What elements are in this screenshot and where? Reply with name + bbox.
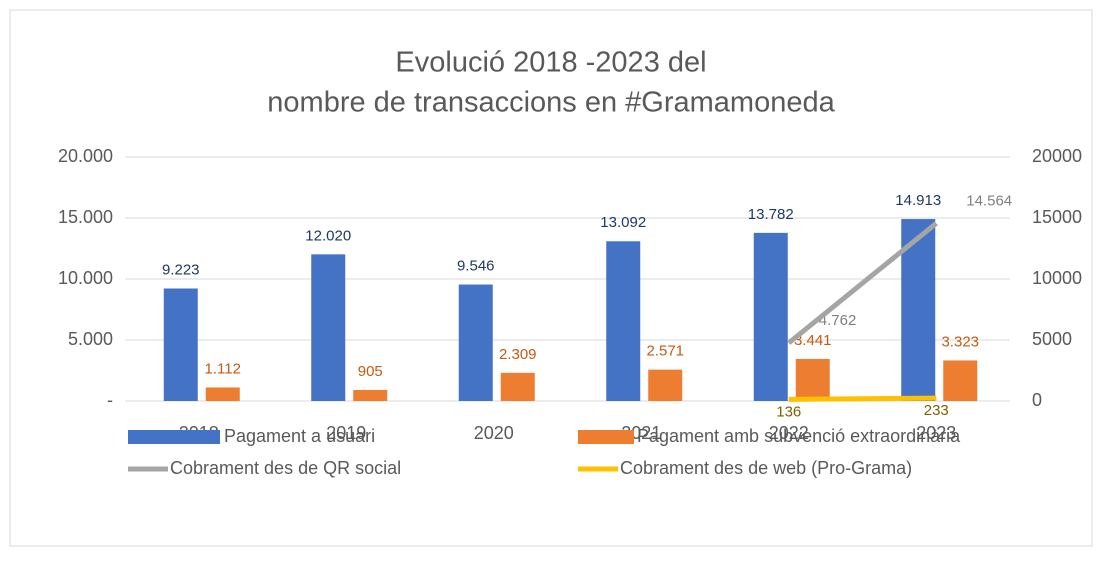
legend-label: Pagament amb subvenció extraordinària (637, 426, 961, 446)
bar (353, 389, 388, 401)
bar (205, 387, 240, 401)
data-label: 13.782 (748, 206, 794, 223)
data-label: 3.323 (941, 333, 979, 350)
y-tick-label: 15.000 (58, 207, 113, 227)
x-tick-label: 2022 (769, 423, 809, 443)
bar (458, 284, 493, 401)
legend-label: Pagament a usuari (224, 426, 375, 446)
data-label: 14.564 (966, 192, 1012, 209)
legend-label: Cobrament des de QR social (170, 458, 401, 478)
x-tick-label: 2020 (474, 423, 514, 443)
legend-label: Cobrament des de web (Pro-Grama) (620, 458, 912, 478)
data-label: 9.223 (162, 261, 200, 278)
data-label: 13.092 (600, 214, 646, 231)
data-label: 1.112 (205, 360, 241, 377)
data-label: 2.571 (646, 343, 684, 360)
y2-tick-label: 0 (1032, 390, 1042, 410)
data-label: 4.762 (819, 312, 857, 329)
x-tick-label: 2023 (916, 423, 956, 443)
bar (311, 254, 346, 401)
data-label: 14.913 (895, 192, 941, 209)
bar (500, 372, 535, 401)
data-label: 233 (924, 402, 949, 419)
y2-tick-label: 5000 (1032, 329, 1072, 349)
y-tick-label: 10.000 (58, 268, 113, 288)
data-label: 2.309 (499, 346, 537, 363)
data-label: 9.546 (457, 258, 495, 275)
y2-tick-label: 20000 (1032, 146, 1082, 166)
legend-swatch (578, 430, 634, 444)
data-label: 905 (358, 363, 383, 380)
data-label: 136 (776, 403, 801, 420)
line (788, 395, 937, 402)
y-tick-label: 5.000 (68, 329, 113, 349)
legend-swatch (128, 430, 220, 444)
x-tick-label: 2019 (326, 423, 366, 443)
y-tick-label: 20.000 (58, 146, 113, 166)
bar (606, 241, 641, 401)
bar (753, 232, 788, 401)
chart-title: Evolució 2018 -2023 del (395, 47, 706, 79)
y2-tick-label: 15000 (1032, 207, 1082, 227)
data-label: 3.441 (794, 332, 832, 349)
bar (795, 359, 830, 401)
chart-title: nombre de transaccions en #Gramamoneda (267, 87, 835, 119)
data-label: 12.020 (305, 227, 351, 244)
bar (648, 369, 683, 401)
bar (943, 360, 978, 401)
line (787, 221, 938, 345)
bar (163, 288, 198, 401)
y2-tick-label: 10000 (1032, 268, 1082, 288)
y-tick-label: - (107, 390, 113, 410)
